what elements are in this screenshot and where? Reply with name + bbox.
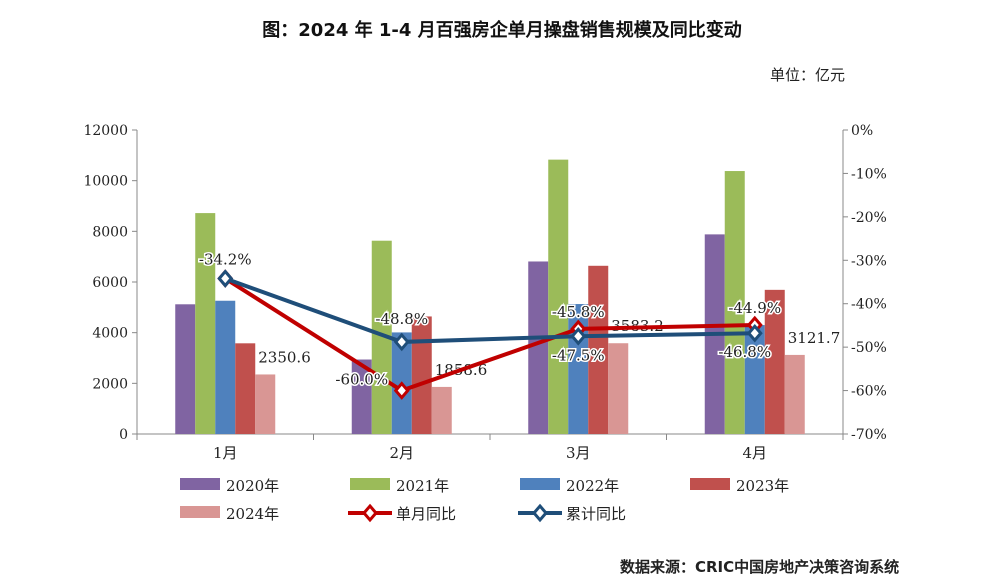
bar-2024年-1月 — [255, 374, 276, 434]
legend-label: 2022年 — [566, 477, 619, 495]
bar-2023年-1月 — [235, 343, 256, 434]
y2-tick-label: -20% — [851, 210, 887, 226]
line-data-label: -44.9% — [728, 299, 781, 317]
y2-tick-label: -70% — [851, 427, 887, 443]
legend-swatch — [690, 478, 730, 490]
bar-2022年-4月 — [744, 325, 765, 434]
source-note: 数据来源：CRIC中国房地产决策咨询系统 — [620, 558, 900, 576]
line-marker — [393, 381, 410, 400]
x-tick-label: 3月 — [566, 444, 591, 462]
legend-swatch — [180, 506, 220, 518]
unit-label: 单位：亿元 — [770, 66, 846, 84]
line-data-label: -60.0% — [335, 371, 388, 389]
bar-2023年-4月 — [764, 289, 785, 434]
bar-2024年-4月 — [784, 354, 805, 434]
bar-data-label: 3121.7 — [788, 329, 841, 347]
bar-data-label: 2350.6 — [258, 348, 311, 366]
legend-swatch — [180, 478, 220, 490]
legend-label: 2021年 — [396, 477, 449, 495]
y-tick-label: 10000 — [83, 174, 128, 190]
bar-2023年-3月 — [588, 265, 609, 434]
bar-2024年-3月 — [608, 343, 629, 434]
y-tick-label: 0 — [119, 427, 128, 443]
y-tick-label: 12000 — [83, 123, 128, 139]
line-data-label: -47.5% — [552, 346, 605, 364]
line-marker — [393, 332, 410, 352]
bar-2020年-1月 — [175, 304, 196, 434]
legend-marker — [362, 503, 378, 523]
line-累计同比 — [224, 276, 755, 344]
legend-swatch — [350, 478, 390, 490]
bar-2023年-2月 — [411, 316, 432, 434]
y2-tick-label: -30% — [851, 253, 887, 269]
legend-marker — [532, 503, 548, 523]
bar-2024年-2月 — [431, 386, 452, 434]
y-tick-label: 4000 — [92, 326, 128, 342]
legend-label: 2023年 — [736, 477, 789, 495]
y2-tick-label: -40% — [851, 297, 887, 313]
bar-2022年-1月 — [215, 300, 236, 434]
y2-tick-label: -60% — [851, 384, 887, 400]
line-marker — [746, 323, 763, 343]
line-data-label: -48.8% — [375, 310, 428, 328]
bar-2021年-4月 — [724, 171, 745, 435]
bar-2021年-1月 — [195, 213, 216, 434]
legend-swatch — [520, 478, 560, 490]
legend-label: 累计同比 — [566, 505, 626, 523]
x-tick-label: 1月 — [213, 444, 238, 462]
line-data-label: -46.8% — [718, 343, 771, 361]
y2-tick-label: 0% — [851, 123, 873, 139]
x-tick-label: 2月 — [389, 444, 414, 462]
y2-tick-label: -50% — [851, 340, 887, 356]
bar-2021年-3月 — [548, 159, 569, 434]
chart-title: 图：2024 年 1-4 月百强房企单月操盘销售规模及同比变动 — [262, 20, 742, 41]
legend-label: 2024年 — [226, 505, 279, 523]
y-tick-label: 6000 — [92, 275, 128, 291]
bar-2021年-2月 — [371, 240, 392, 434]
y-tick-label: 2000 — [92, 376, 128, 392]
line-单月同比 — [224, 276, 755, 393]
x-tick-label: 4月 — [742, 444, 767, 462]
legend-label: 单月同比 — [396, 505, 456, 523]
bar-2020年-3月 — [528, 261, 549, 434]
y2-tick-label: -10% — [851, 166, 887, 182]
legend-label: 2020年 — [226, 477, 279, 495]
y-tick-label: 8000 — [92, 224, 128, 240]
line-marker — [217, 269, 234, 288]
line-data-label: -45.8% — [552, 303, 605, 321]
bar-2020年-2月 — [351, 359, 372, 434]
line-data-label: -34.2% — [199, 251, 252, 269]
line-marker — [570, 326, 587, 346]
